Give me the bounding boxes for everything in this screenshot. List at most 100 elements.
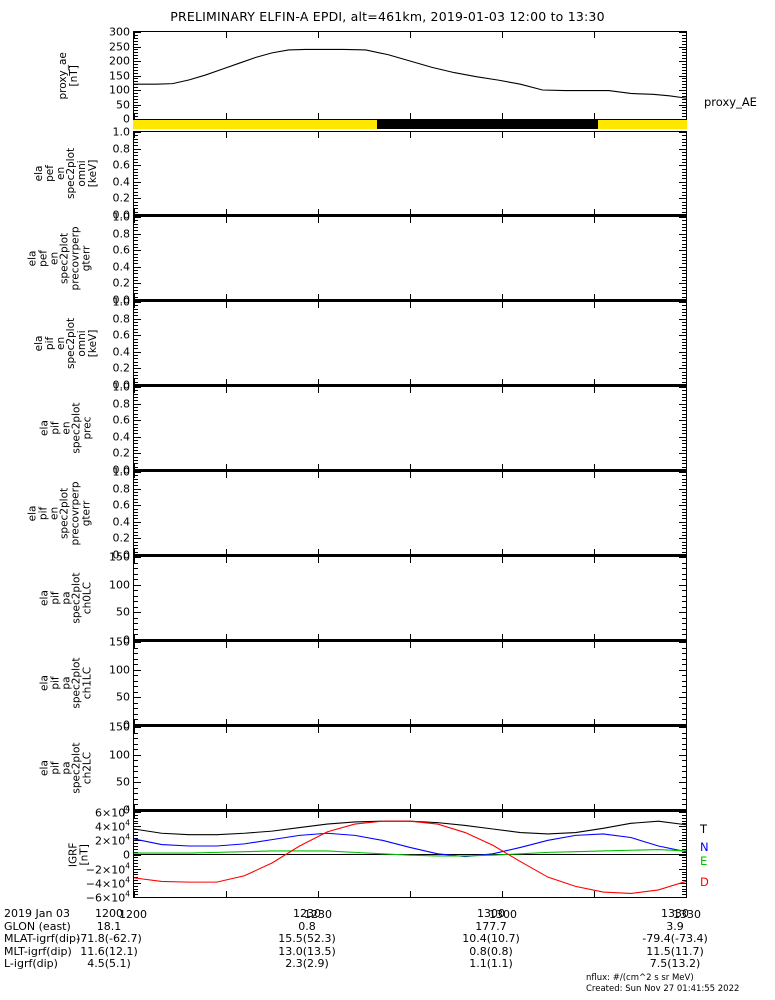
- x-tick-major: [502, 113, 503, 119]
- x-tick-major: [226, 294, 227, 300]
- y-tick-major: [134, 453, 141, 455]
- table-row-label: L-igrf(dip): [4, 957, 58, 971]
- y-axis-tick-label: 150: [109, 635, 130, 649]
- y-tick-minor: [134, 743, 138, 745]
- y-tick-minor: [682, 338, 686, 340]
- x-tick-major: [134, 642, 135, 648]
- y-axis-tick-label: 50: [116, 98, 130, 111]
- y-tick-major: [679, 217, 686, 218]
- y-tick-minor: [682, 481, 686, 483]
- y-tick-minor: [682, 191, 686, 193]
- table-cell: -79.4(-73.4): [642, 932, 708, 946]
- panel-ela-pif-pa-ch0lc: [133, 556, 687, 641]
- y-tick-minor: [682, 205, 686, 207]
- x-tick-major: [410, 464, 411, 470]
- y-tick-minor: [134, 34, 138, 36]
- y-tick-minor: [682, 345, 686, 347]
- y-tick-minor: [134, 116, 138, 118]
- y-tick-minor: [134, 831, 138, 833]
- y-axis-tick-label: 0.0: [112, 208, 131, 222]
- y-tick-minor: [682, 141, 686, 143]
- y-tick-major: [134, 300, 141, 301]
- y-tick-minor: [134, 541, 138, 543]
- y-tick-minor: [682, 491, 686, 493]
- y-tick-major: [679, 882, 686, 884]
- y-tick-minor: [134, 40, 138, 42]
- y-tick-minor: [682, 98, 686, 100]
- x-tick-major: [686, 812, 687, 818]
- y-tick-minor: [134, 491, 138, 493]
- y-tick-major: [679, 32, 686, 33]
- y-tick-minor: [682, 138, 686, 140]
- y-tick-minor: [682, 888, 686, 890]
- x-tick-major: [134, 294, 135, 300]
- y-tick-minor: [134, 481, 138, 483]
- y-tick-minor: [134, 658, 138, 660]
- y-tick-minor: [682, 400, 686, 402]
- y-tick-major: [134, 119, 141, 120]
- y-tick-minor: [682, 81, 686, 83]
- y-tick-minor: [682, 256, 686, 258]
- y-tick-minor: [134, 871, 138, 873]
- x-tick-major: [226, 891, 227, 897]
- series-proxy_AE: [134, 48, 686, 99]
- y-tick-minor: [682, 240, 686, 242]
- y-tick-minor: [134, 286, 138, 288]
- x-tick-major: [318, 634, 319, 640]
- y-axis-tick-label: −2×104: [85, 861, 130, 876]
- y-tick-minor: [682, 426, 686, 428]
- y-axis-tick-label: 100: [109, 663, 130, 677]
- y-axis-tick-label: 150: [109, 69, 130, 82]
- y-tick-minor: [682, 378, 686, 380]
- y-tick-minor: [682, 863, 686, 864]
- y-tick-minor: [682, 680, 686, 682]
- y-tick-minor: [682, 348, 686, 350]
- y-tick-major: [134, 584, 141, 586]
- y-tick-minor: [134, 456, 138, 458]
- y-tick-minor: [682, 321, 686, 323]
- y-tick-minor: [682, 846, 686, 847]
- y-tick-major: [679, 119, 686, 120]
- y-tick-minor: [134, 848, 138, 850]
- y-tick-minor: [134, 92, 138, 94]
- y-axis-tick-label: 0.2: [112, 531, 131, 545]
- y-axis-tick-label: 0: [123, 803, 130, 817]
- y-axis-tick-label: 0.0: [112, 548, 131, 562]
- x-tick-major: [318, 294, 319, 300]
- y-tick-minor: [134, 498, 138, 500]
- x-tick-major: [226, 557, 227, 563]
- y-tick-minor: [134, 81, 138, 83]
- y-tick-minor: [682, 393, 686, 395]
- x-tick-major: [502, 209, 503, 215]
- x-tick-major: [594, 209, 595, 215]
- y-tick-major: [679, 132, 686, 133]
- y-tick-minor: [134, 708, 138, 710]
- y-tick-minor: [134, 860, 138, 862]
- y-tick-minor: [682, 175, 686, 177]
- y-tick-major: [134, 403, 141, 405]
- y-tick-minor: [134, 276, 138, 278]
- y-axis-tick-label: 0.0: [112, 378, 131, 392]
- table-cell: 10.4(10.7): [462, 932, 520, 946]
- x-tick-major: [594, 472, 595, 478]
- y-axis-tick-label: 6×104: [95, 804, 130, 820]
- x-tick-major: [134, 217, 135, 223]
- table-cell: 2.3(2.9): [285, 957, 329, 971]
- x-tick-major: [134, 634, 135, 640]
- y-tick-minor: [134, 240, 138, 242]
- y-tick-minor: [682, 43, 686, 45]
- y-tick-major: [134, 697, 141, 699]
- y-tick-major: [679, 640, 686, 641]
- y-tick-minor: [134, 691, 138, 693]
- y-tick-major: [679, 90, 686, 91]
- y-tick-major: [679, 505, 686, 507]
- x-tick-major: [318, 132, 319, 138]
- y-tick-major: [679, 868, 686, 870]
- y-tick-major: [134, 470, 141, 471]
- y-tick-major: [134, 538, 141, 540]
- table-row: 2019 Jan 03 1200 1230 1300 1330: [4, 907, 775, 921]
- y-tick-minor: [682, 286, 686, 288]
- table-row-label: MLAT-igrf(dip): [4, 932, 81, 946]
- footer-notes: nflux: #/(cm^2 s sr MeV) Created: Sun No…: [586, 973, 739, 995]
- y-tick-minor: [134, 253, 138, 255]
